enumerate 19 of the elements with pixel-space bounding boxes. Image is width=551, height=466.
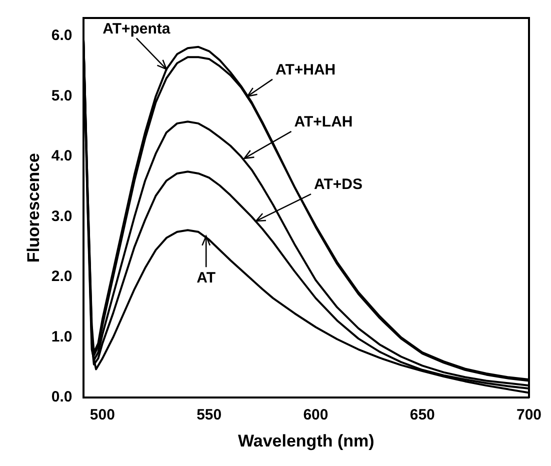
x-tick-label: 500 [90, 406, 115, 424]
y-tick-label: 6.0 [51, 27, 72, 44]
y-tick-label: 1.0 [51, 328, 72, 346]
annotation: AT+penta [102, 20, 171, 38]
y-tick-label: 2.0 [51, 268, 72, 286]
y-tick-label: 4.0 [51, 148, 72, 165]
annotation: AT+HAH [275, 61, 336, 78]
x-axis-title: Wavelength (nm) [238, 431, 374, 450]
annotation: AT+LAH [294, 114, 353, 131]
x-tick-label: 700 [516, 406, 542, 424]
y-tick-label: 0.0 [51, 388, 72, 406]
x-tick-label: 650 [410, 406, 435, 424]
annotation: AT [196, 269, 216, 286]
annotation: AT+DS [314, 176, 362, 194]
x-tick-label: 550 [196, 406, 222, 424]
x-tick-label: 600 [303, 406, 328, 424]
y-axis-title: Fluorescence [24, 152, 43, 263]
y-tick-label: 3.0 [51, 208, 72, 225]
y-tick-label: 5.0 [51, 87, 72, 104]
